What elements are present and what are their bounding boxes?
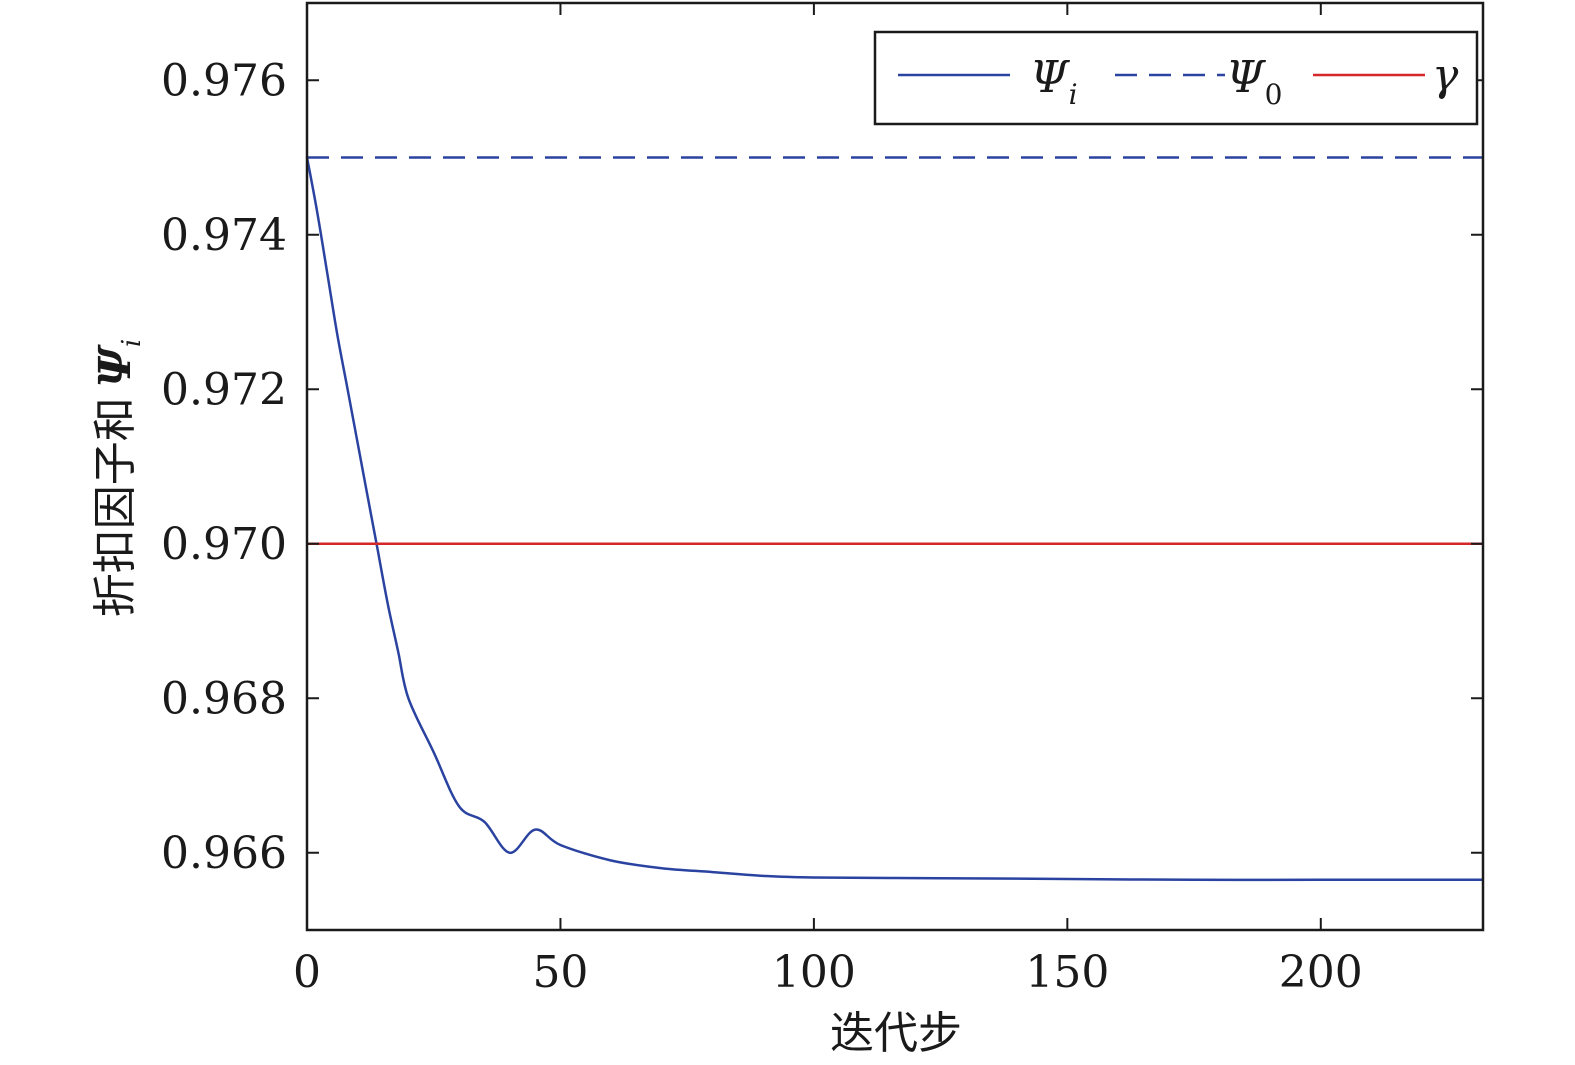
plot-frame	[305, 1, 1485, 932]
y-tick-label: 0.976	[161, 55, 287, 106]
y-axis-title-subscript: i	[117, 339, 147, 347]
y-axis-title: 折扣因子和 Ψi	[90, 339, 147, 618]
legend: Ψi Ψ0 γ	[873, 30, 1479, 126]
series-layer	[305, 156, 1483, 882]
x-tick-label: 50	[532, 947, 588, 998]
y-tick-label: 0.966	[161, 828, 287, 879]
series-line-0	[305, 157, 1483, 882]
x-tick-label: 0	[293, 947, 321, 998]
legend-label-psi-0: Ψ0	[1226, 52, 1282, 111]
y-tick-label: 0.968	[161, 673, 287, 724]
svg-text:折扣因子和Ψi: 折扣因子和 Ψi	[90, 339, 147, 618]
x-tick-label: 100	[772, 947, 856, 998]
y-axis-title-symbol: Ψ	[90, 343, 141, 387]
x-tick-label: 150	[1025, 947, 1109, 998]
legend-label-gamma: γ	[1432, 50, 1459, 101]
y-tick-label: 0.972	[161, 364, 287, 415]
legend-label-psi-i: Ψi	[1030, 52, 1078, 111]
y-axis-title-text: 折扣因子和	[90, 397, 141, 617]
x-axis-title: 迭代步	[830, 1008, 962, 1059]
ticks-layer: 0 50 100 150 200 0.966 0.968 0.970 0.972 0.974 0.9…	[161, 3, 1483, 998]
x-tick-label: 200	[1279, 947, 1363, 998]
y-tick-label: 0.970	[161, 519, 287, 570]
legend-box	[873, 30, 1479, 126]
y-tick-label: 0.974	[161, 210, 287, 261]
